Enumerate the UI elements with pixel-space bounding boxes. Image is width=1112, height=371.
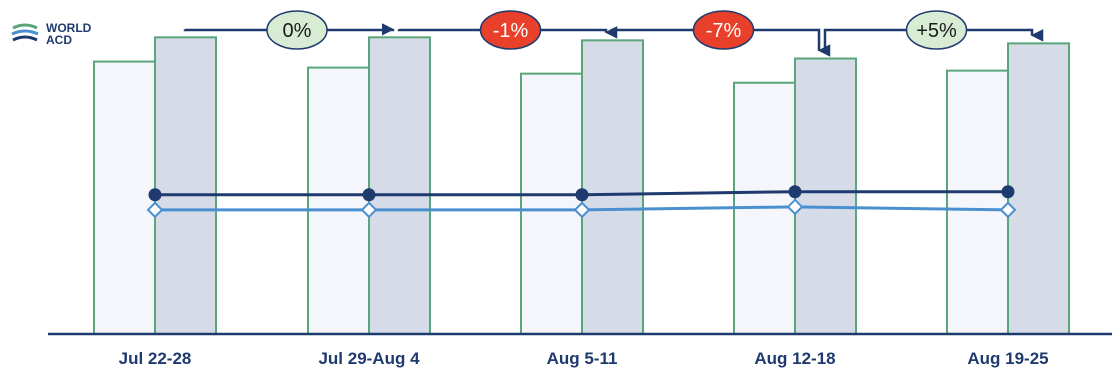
bar-series2-4 (794, 57, 857, 335)
bar-series2-2 (368, 36, 431, 336)
change-badge-3 (692, 10, 755, 50)
bar-series2-5 (1007, 42, 1070, 336)
x-tick-label-3: Aug 5-11 (547, 349, 618, 368)
line-series2-point-1 (146, 201, 164, 219)
change-label-3: -7% (706, 20, 742, 42)
line-series1-point-1 (148, 188, 162, 202)
bar-series1-3 (520, 72, 583, 336)
line-series2-point-3 (573, 201, 591, 219)
bar-series1-1 (93, 60, 156, 336)
brand-name: WORLD ACD (46, 22, 91, 46)
change-annotations: 0% -1% -7% +5% (183, 10, 1044, 57)
change-badge-4 (905, 10, 968, 50)
change-badge-1 (266, 10, 328, 50)
globe-icon (11, 23, 39, 42)
bar-series1-5 (946, 69, 1009, 336)
bar-series2-3 (581, 39, 644, 335)
x-tick-label-4: Aug 12-18 (754, 349, 835, 368)
x-tick-label-1: Jul 22-28 (119, 349, 192, 368)
change-label-1: 0% (283, 20, 312, 42)
bar-series2-1 (154, 36, 217, 336)
change-label-2: -1% (493, 20, 529, 42)
change-badge-2 (479, 10, 542, 50)
x-tick-label-5: Aug 19-25 (967, 349, 1048, 368)
x-tick-labels: Jul 22-28 Jul 29-Aug 4 Aug 5-11 Aug 12-18 Au… (119, 349, 1049, 368)
line-series1-point-3 (575, 188, 589, 202)
change-label-4: +5% (916, 20, 957, 42)
line-series2-point-5 (999, 201, 1017, 219)
x-tick-label-2: Jul 29-Aug 4 (318, 349, 420, 368)
line-series1-point-2 (362, 188, 376, 202)
line-series2-point-2 (360, 201, 378, 219)
brand-name-line2: ACD (46, 33, 72, 47)
bar-series1-2 (307, 66, 370, 335)
line-series1-point-4 (788, 185, 802, 199)
lines-group (146, 185, 1017, 219)
line-series1-point-5 (1001, 185, 1015, 199)
brand-name-line1: WORLD (46, 21, 92, 35)
world-acd-logo: WORLD ACD (10, 20, 120, 50)
line-series2-point-4 (786, 198, 804, 216)
bars-group (93, 36, 1070, 336)
